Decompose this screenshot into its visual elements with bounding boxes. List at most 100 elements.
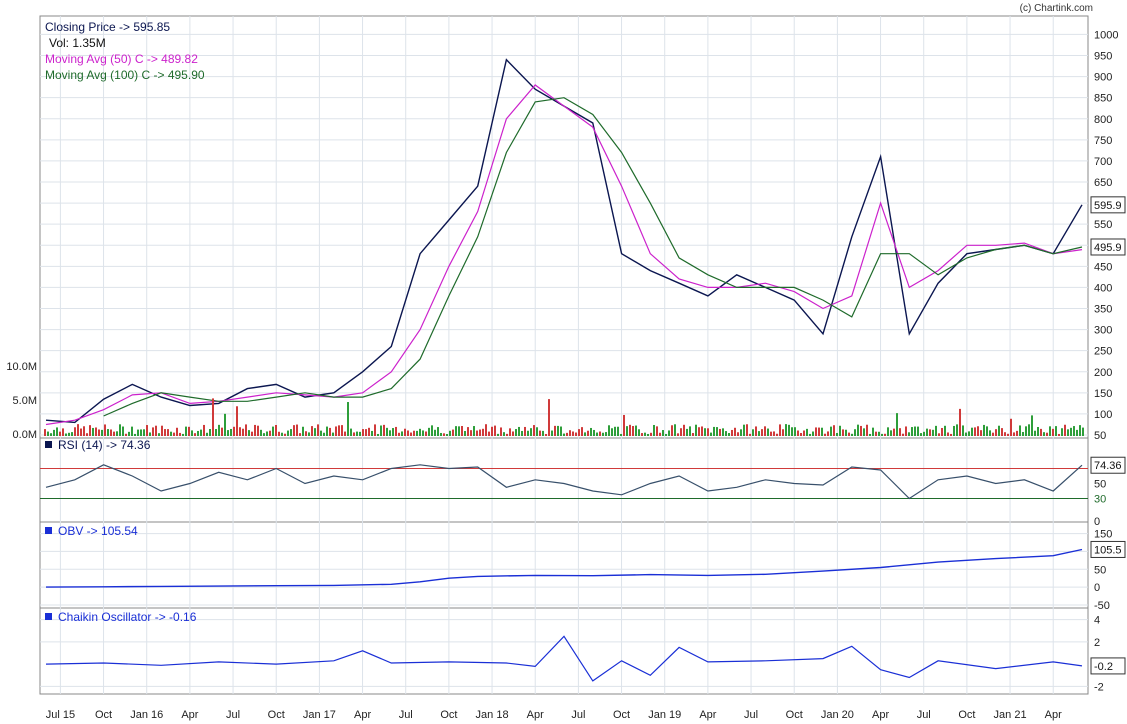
volume-bar: [683, 424, 685, 436]
volume-bar: [446, 433, 448, 436]
volume-bar: [485, 424, 487, 436]
volume-bar: [782, 429, 784, 436]
volume-bar: [662, 430, 664, 436]
chaikin-y-tick: 2: [1094, 637, 1100, 649]
volume-bar: [989, 430, 991, 436]
volume-bar: [971, 427, 973, 436]
volume-bar: [239, 427, 241, 436]
price-y-tick: 950: [1094, 51, 1112, 63]
x-tick-label: Jan 19: [648, 709, 681, 721]
volume-bar: [629, 424, 631, 436]
volume-bar: [1052, 428, 1054, 436]
volume-bar: [209, 429, 211, 436]
volume-bar: [1079, 425, 1081, 436]
volume-bar: [1001, 428, 1003, 436]
volume-bar: [416, 430, 418, 436]
volume-bar: [83, 426, 85, 436]
volume-bar: [902, 433, 904, 436]
volume-bar: [65, 433, 67, 436]
volume-y-tick: 5.0M: [13, 395, 37, 407]
volume-bar: [704, 428, 706, 436]
volume-bar: [386, 427, 388, 436]
volume-bar: [122, 426, 124, 436]
volume-bar: [335, 426, 337, 436]
x-tick-label: Oct: [613, 709, 630, 721]
volume-bar: [134, 433, 136, 436]
volume-bar: [269, 430, 271, 436]
volume-bar: [590, 427, 592, 436]
volume-bar: [692, 433, 694, 436]
volume-bar: [110, 429, 112, 436]
volume-bar: [614, 426, 616, 436]
price-y-tick: 150: [1094, 388, 1112, 400]
volume-bar: [188, 426, 190, 436]
volume-bar: [947, 432, 949, 436]
volume-bar: [878, 431, 880, 436]
volume-bar: [311, 426, 313, 436]
rsi-y-tick: 50: [1094, 479, 1106, 491]
price-y-tick: 50: [1094, 430, 1106, 442]
volume-bar: [467, 427, 469, 436]
volume-bar: [1022, 431, 1024, 436]
price-y-tick: 200: [1094, 367, 1112, 379]
volume-bar: [515, 429, 517, 436]
volume-bar: [965, 432, 967, 436]
last-price-label-box: [1090, 196, 1126, 214]
volume-bar: [404, 428, 406, 436]
volume-bar: [635, 425, 637, 436]
volume-bar: [1046, 432, 1048, 436]
x-tick-label: Jul: [744, 709, 758, 721]
volume-bar: [332, 432, 334, 436]
volume-bar: [104, 424, 106, 436]
volume-bar: [1049, 426, 1051, 436]
volume-bar: [197, 430, 199, 436]
volume-bar: [956, 424, 958, 436]
volume-bar: [548, 399, 550, 436]
volume-bar: [143, 429, 145, 436]
volume-bar: [95, 427, 97, 436]
volume-bar: [521, 430, 523, 436]
volume-bar: [770, 431, 772, 436]
volume-bar: [479, 429, 481, 436]
volume-bar: [800, 432, 802, 436]
volume-bar: [329, 427, 331, 436]
volume-bar: [854, 429, 856, 436]
volume-bar: [530, 428, 532, 436]
volume-bar: [560, 426, 562, 436]
volume-bar: [356, 431, 358, 436]
volume-bar: [281, 432, 283, 436]
volume-bar: [395, 426, 397, 436]
volume-bar: [581, 427, 583, 436]
volume-bar: [719, 428, 721, 436]
x-tick-label: Oct: [440, 709, 457, 721]
x-tick-label: Jan 16: [130, 709, 163, 721]
volume-bar: [230, 428, 232, 436]
volume-bar: [818, 427, 820, 436]
volume-bar: [707, 428, 709, 436]
volume-bar: [482, 428, 484, 436]
volume-bar: [368, 427, 370, 436]
volume-bar: [764, 426, 766, 436]
volume-bar: [575, 432, 577, 436]
volume-bar: [509, 428, 511, 436]
volume-bar: [716, 427, 718, 436]
volume-bar: [164, 429, 166, 436]
chaikin-y-tick: 4: [1094, 615, 1100, 627]
volume-bar: [839, 425, 841, 436]
volume-bar: [752, 429, 754, 436]
volume-bar: [872, 427, 874, 436]
volume-bar: [401, 431, 403, 436]
volume-bar: [338, 425, 340, 436]
volume-y-tick: 0.0M: [13, 429, 37, 441]
volume-bar: [314, 428, 316, 436]
volume-bar: [545, 433, 547, 436]
volume-bar: [284, 433, 286, 436]
volume-bar: [182, 433, 184, 436]
volume-bar: [935, 425, 937, 436]
volume-bar: [86, 433, 88, 436]
volume-bar: [938, 433, 940, 436]
volume-bar: [287, 430, 289, 436]
volume-bar: [557, 425, 559, 436]
volume-bar: [551, 430, 553, 436]
price-y-tick: 900: [1094, 72, 1112, 84]
